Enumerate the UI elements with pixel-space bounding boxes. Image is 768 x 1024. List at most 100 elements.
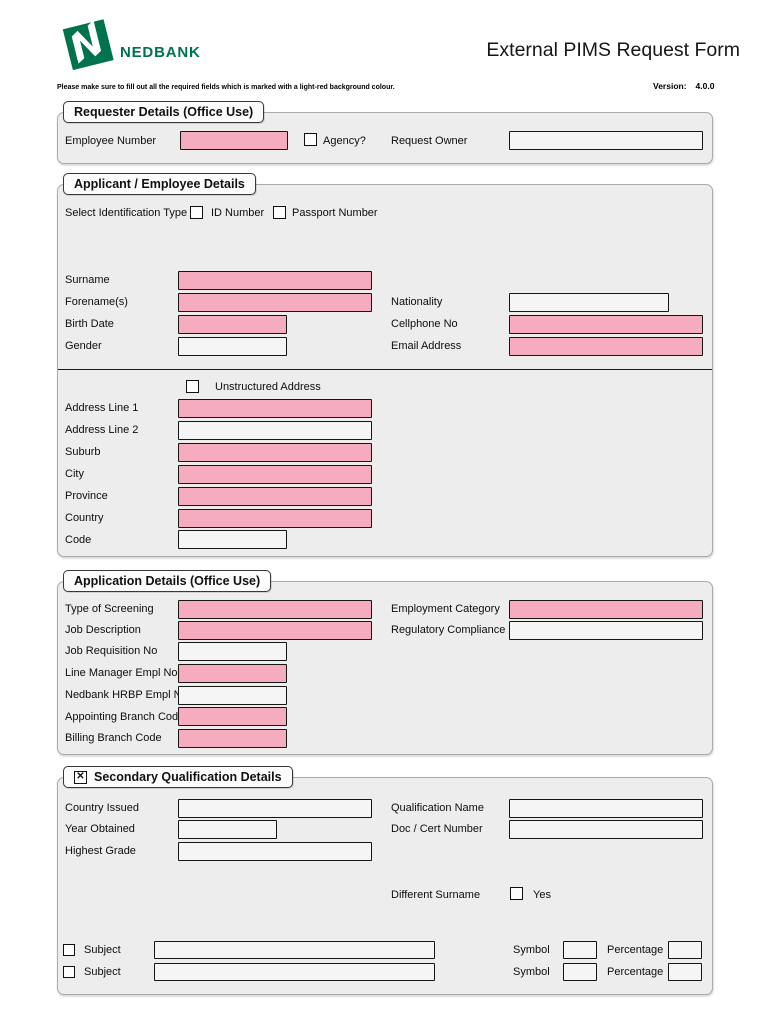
city-input[interactable] bbox=[178, 465, 372, 484]
province-label: Province bbox=[65, 490, 108, 502]
hrbp-label: Nedbank HRBP Empl No bbox=[65, 689, 188, 701]
address-line2-label: Address Line 2 bbox=[65, 424, 139, 436]
qualification-name-label: Qualification Name bbox=[391, 802, 484, 814]
job-description-label: Job Description bbox=[65, 624, 141, 636]
appointing-branch-input[interactable] bbox=[178, 707, 287, 726]
subject1-checkbox[interactable] bbox=[63, 944, 75, 956]
code-label: Code bbox=[65, 534, 92, 546]
unstructured-address-label: Unstructured Address bbox=[215, 381, 321, 393]
regulatory-compliance-input[interactable] bbox=[509, 621, 703, 640]
billing-branch-input[interactable] bbox=[178, 729, 287, 748]
address-line1-input[interactable] bbox=[178, 399, 372, 418]
gender-input[interactable] bbox=[178, 337, 287, 356]
requester-details-title: Requester Details (Office Use) bbox=[74, 105, 254, 119]
suburb-label: Suburb bbox=[65, 446, 101, 458]
secondary-qualification-header: ✕ Secondary Qualification Details bbox=[63, 766, 293, 788]
symbol1-input[interactable] bbox=[563, 941, 597, 959]
address-line2-input[interactable] bbox=[178, 421, 372, 440]
applicant-details-header: Applicant / Employee Details bbox=[63, 173, 256, 195]
email-label: Email Address bbox=[391, 340, 462, 352]
id-number-checkbox[interactable] bbox=[190, 206, 203, 219]
select-identification-label: Select Identification Type bbox=[65, 207, 188, 219]
job-requisition-label: Job Requisition No bbox=[65, 645, 158, 657]
symbol1-label: Symbol bbox=[513, 944, 550, 956]
symbol2-input[interactable] bbox=[563, 963, 597, 981]
highest-grade-label: Highest Grade bbox=[65, 845, 136, 857]
cellphone-input[interactable] bbox=[509, 315, 703, 334]
country-issued-input[interactable] bbox=[178, 799, 372, 818]
job-requisition-input[interactable] bbox=[178, 642, 287, 661]
forenames-input[interactable] bbox=[178, 293, 372, 312]
version-value: 4.0.0 bbox=[695, 81, 715, 91]
hrbp-input[interactable] bbox=[178, 686, 287, 705]
id-number-label: ID Number bbox=[211, 207, 265, 219]
birth-date-input[interactable] bbox=[178, 315, 287, 334]
employee-number-label: Employee Number bbox=[65, 135, 157, 147]
subject2-label: Subject bbox=[84, 966, 121, 978]
required-fields-note: Please make sure to fill out all the req… bbox=[57, 84, 395, 91]
version-info: Version: 4.0.0 bbox=[653, 81, 714, 91]
birth-date-label: Birth Date bbox=[65, 318, 114, 330]
applicant-details-title: Applicant / Employee Details bbox=[74, 177, 245, 191]
passport-number-checkbox[interactable] bbox=[273, 206, 286, 219]
percentage2-input[interactable] bbox=[668, 963, 702, 981]
applicant-details-section bbox=[57, 184, 713, 557]
checkbox-x-icon: ✕ bbox=[76, 771, 85, 782]
doc-cert-label: Doc / Cert Number bbox=[391, 823, 483, 835]
job-description-input[interactable] bbox=[178, 621, 372, 640]
agency-label: Agency? bbox=[323, 135, 366, 147]
billing-branch-label: Billing Branch Code bbox=[65, 732, 162, 744]
application-details-header: Application Details (Office Use) bbox=[63, 570, 272, 592]
employment-category-label: Employment Category bbox=[391, 603, 500, 615]
year-obtained-input[interactable] bbox=[178, 820, 277, 839]
qualification-name-input[interactable] bbox=[509, 799, 703, 818]
secondary-qualification-checkbox[interactable]: ✕ bbox=[74, 770, 87, 784]
percentage1-input[interactable] bbox=[668, 941, 702, 959]
nedbank-logo-icon bbox=[62, 19, 114, 71]
version-label: Version: bbox=[653, 81, 687, 91]
agency-checkbox[interactable] bbox=[304, 133, 317, 146]
country-issued-label: Country Issued bbox=[65, 802, 139, 814]
country-label: Country bbox=[65, 512, 104, 524]
nationality-input[interactable] bbox=[509, 293, 669, 312]
code-input[interactable] bbox=[178, 530, 287, 549]
brand-name: NEDBANK bbox=[120, 44, 201, 61]
request-owner-input[interactable] bbox=[509, 131, 703, 150]
different-surname-yes-checkbox[interactable] bbox=[510, 887, 523, 900]
passport-number-label: Passport Number bbox=[292, 207, 378, 219]
type-of-screening-input[interactable] bbox=[178, 600, 372, 619]
address-divider bbox=[58, 369, 712, 370]
type-of-screening-label: Type of Screening bbox=[65, 603, 154, 615]
suburb-input[interactable] bbox=[178, 443, 372, 462]
cellphone-label: Cellphone No bbox=[391, 318, 458, 330]
different-surname-label: Different Surname bbox=[391, 889, 481, 901]
request-owner-label: Request Owner bbox=[391, 135, 468, 147]
surname-label: Surname bbox=[65, 274, 110, 286]
requester-details-header: Requester Details (Office Use) bbox=[63, 101, 265, 123]
page-title: External PIMS Request Form bbox=[486, 39, 740, 61]
symbol2-label: Symbol bbox=[513, 966, 550, 978]
different-surname-yes-label: Yes bbox=[533, 889, 551, 901]
address-line1-label: Address Line 1 bbox=[65, 402, 139, 414]
percentage2-label: Percentage bbox=[607, 966, 664, 978]
year-obtained-label: Year Obtained bbox=[65, 823, 135, 835]
province-input[interactable] bbox=[178, 487, 372, 506]
unstructured-address-checkbox[interactable] bbox=[186, 380, 199, 393]
doc-cert-input[interactable] bbox=[509, 820, 703, 839]
country-input[interactable] bbox=[178, 509, 372, 528]
email-input[interactable] bbox=[509, 337, 703, 356]
highest-grade-input[interactable] bbox=[178, 842, 372, 861]
city-label: City bbox=[65, 468, 84, 480]
subject1-label: Subject bbox=[84, 944, 121, 956]
nationality-label: Nationality bbox=[391, 296, 443, 308]
line-manager-input[interactable] bbox=[178, 664, 287, 683]
subject2-checkbox[interactable] bbox=[63, 966, 75, 978]
secondary-qualification-title: Secondary Qualification Details bbox=[94, 770, 282, 784]
subject2-input[interactable] bbox=[154, 963, 435, 981]
employee-number-input[interactable] bbox=[180, 131, 288, 150]
surname-input[interactable] bbox=[178, 271, 372, 290]
subject1-input[interactable] bbox=[154, 941, 435, 959]
employment-category-input[interactable] bbox=[509, 600, 703, 619]
forenames-label: Forename(s) bbox=[65, 296, 128, 308]
regulatory-compliance-label: Regulatory Compliance bbox=[391, 624, 506, 636]
